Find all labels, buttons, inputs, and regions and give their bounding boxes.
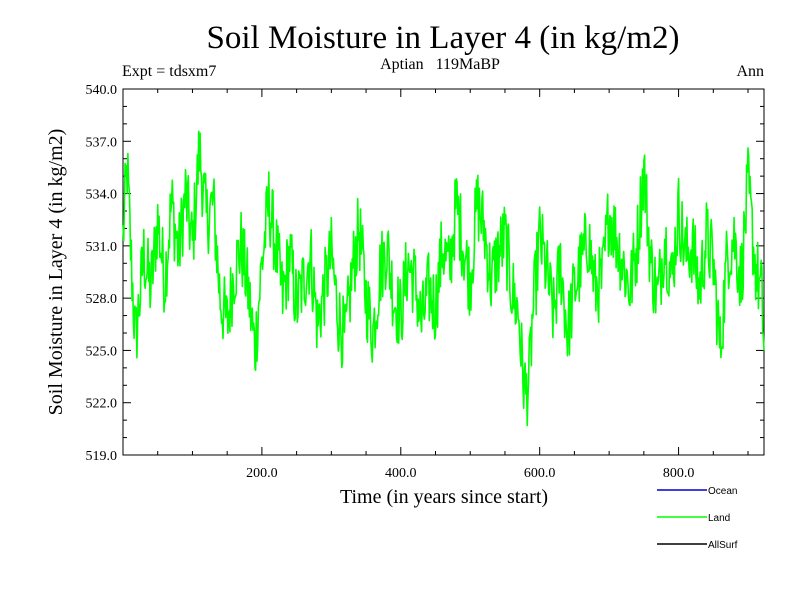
y-tick-label: 534.0 (86, 188, 118, 203)
y-tick-label: 528.0 (86, 292, 118, 307)
chart-title: Soil Moisture in Layer 4 (in kg/m2) (207, 20, 680, 56)
chart-subtitle: Aptian 119MaBP (380, 56, 500, 73)
y-tick-label: 540.0 (86, 83, 118, 98)
legend-label-land: Land (708, 513, 730, 524)
y-tick-label: 519.0 (86, 449, 118, 464)
x-tick-label: 200.0 (246, 466, 278, 481)
legend: Ocean Land AllSurf (657, 486, 738, 551)
y-tick-label: 522.0 (86, 397, 118, 412)
legend-label-allsurf: AllSurf (708, 540, 738, 551)
x-tick-label: 800.0 (663, 466, 695, 481)
plot-frame (122, 88, 765, 456)
experiment-label: Expt = tdsxm7 (122, 63, 216, 80)
x-tick-label: 400.0 (385, 466, 417, 481)
y-tick-label: 537.0 (86, 135, 118, 150)
series-line-land (122, 130, 765, 427)
x-axis-label: Time (in years since start) (340, 486, 548, 508)
season-label: Ann (736, 63, 764, 80)
y-tick-label: 525.0 (86, 344, 118, 359)
legend-label-ocean: Ocean (708, 486, 737, 497)
plot-area: 519.0 522.0 525.0 528.0 531.0 534.0 537.0 540.0… (86, 83, 765, 481)
y-axis-label: Soil Moisture in Layer 4 (in kg/m2) (45, 129, 67, 416)
y-tick-label: 531.0 (86, 240, 118, 255)
x-tick-label: 600.0 (524, 466, 556, 481)
